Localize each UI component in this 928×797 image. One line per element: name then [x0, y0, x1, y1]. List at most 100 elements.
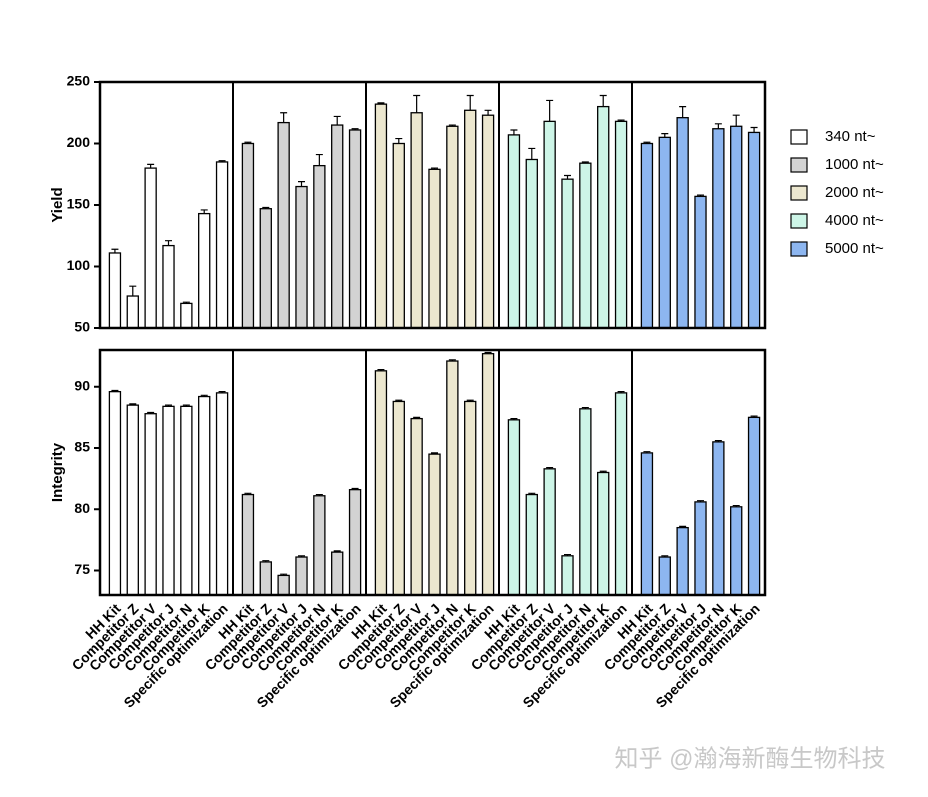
- error-bar: [617, 391, 625, 393]
- error-bar: [528, 147, 536, 160]
- error-bar: [377, 102, 385, 105]
- bar: [374, 370, 388, 596]
- error-bar: [661, 133, 669, 138]
- error-bar: [413, 416, 421, 419]
- y-tick-label: 100: [67, 257, 91, 273]
- bar: [144, 167, 157, 329]
- error-bar: [546, 467, 554, 469]
- bar: [694, 501, 707, 596]
- error-bar: [448, 124, 456, 127]
- error-bar: [298, 181, 305, 187]
- bar: [507, 134, 521, 329]
- error-bar: [395, 137, 403, 144]
- error-bar: [218, 160, 226, 162]
- bar: [331, 124, 344, 329]
- error-bar: [280, 112, 288, 123]
- legend-label: 4000 nt~: [825, 212, 884, 229]
- y-tick-label: 80: [74, 500, 90, 516]
- error-bar: [315, 153, 323, 166]
- bar: [712, 128, 725, 329]
- plot-frame: [98, 80, 767, 330]
- bar: [676, 526, 689, 596]
- legend-label: 2000 nt~: [825, 184, 884, 201]
- y-tick-label: 50: [74, 319, 90, 335]
- error-bar: [333, 550, 341, 553]
- bar: [198, 395, 211, 596]
- bar: [410, 417, 423, 596]
- bar: [428, 453, 441, 596]
- bar: [108, 390, 122, 596]
- bar: [374, 103, 388, 329]
- y-axis-label: Yield: [49, 187, 66, 222]
- error-bar: [484, 351, 492, 354]
- bar: [658, 556, 671, 596]
- bar: [561, 178, 574, 329]
- bar: [481, 114, 495, 329]
- bar: [241, 493, 255, 596]
- bar: [277, 121, 290, 329]
- y-tick-label: 75: [74, 561, 90, 577]
- y-tick-label: 85: [74, 439, 90, 455]
- bar: [579, 162, 592, 329]
- error-bar: [528, 492, 536, 495]
- bar: [180, 302, 193, 329]
- error-bar: [581, 161, 589, 164]
- bar: [428, 168, 441, 329]
- bar: [144, 413, 157, 596]
- y-axis-label: Integrity: [49, 442, 66, 502]
- bar: [525, 493, 538, 596]
- bar: [392, 400, 405, 596]
- bar: [614, 120, 628, 329]
- error-bar: [413, 94, 421, 113]
- error-bar: [599, 94, 607, 107]
- bar: [525, 158, 538, 329]
- bar: [464, 109, 477, 329]
- plot-frame: [98, 348, 767, 597]
- error-bar: [431, 452, 438, 455]
- error-bar: [448, 359, 456, 362]
- error-bar: [581, 406, 589, 409]
- error-bar: [182, 301, 190, 304]
- error-bar: [147, 163, 155, 169]
- error-bar: [714, 440, 722, 442]
- bar: [640, 142, 654, 329]
- bar: [597, 471, 610, 596]
- error-bar: [165, 240, 172, 246]
- bar: [126, 295, 139, 329]
- error-bar: [315, 493, 323, 496]
- bar: [295, 556, 308, 596]
- bar: [295, 185, 308, 329]
- error-bar: [564, 174, 571, 180]
- bar: [676, 117, 689, 329]
- error-bar: [697, 194, 704, 197]
- error-bar: [643, 451, 651, 453]
- bar: [730, 125, 743, 329]
- error-bar: [244, 141, 252, 144]
- error-bar: [750, 126, 758, 133]
- error-bar: [395, 399, 403, 402]
- error-bar: [679, 525, 687, 528]
- error-bar: [466, 94, 474, 111]
- error-bar: [377, 369, 385, 371]
- error-bar: [200, 394, 208, 397]
- bar: [313, 164, 326, 329]
- bar: [180, 405, 193, 596]
- legend-label: 1000 nt~: [825, 156, 884, 173]
- bar: [614, 392, 628, 596]
- error-bar: [484, 109, 492, 116]
- error-bar: [546, 99, 554, 122]
- bar: [313, 495, 326, 596]
- bar: [241, 142, 255, 329]
- bar: [162, 244, 175, 329]
- bar: [464, 400, 477, 596]
- bar: [108, 252, 122, 329]
- error-bar: [643, 141, 651, 144]
- error-bar: [697, 500, 704, 502]
- bar: [561, 555, 574, 596]
- bar: [259, 561, 272, 596]
- bar: [712, 441, 725, 596]
- error-bar: [351, 487, 359, 490]
- bar: [215, 392, 229, 596]
- y-tick-label: 250: [67, 73, 91, 89]
